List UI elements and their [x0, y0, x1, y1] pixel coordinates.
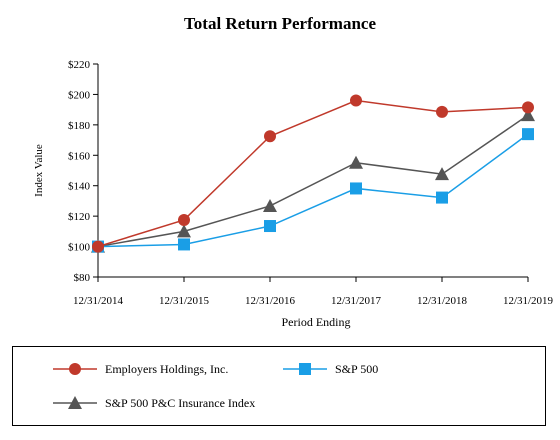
line-chart: $80 $100 $120 $140 $160 $180 $200 $220 12/31/201… [33, 59, 554, 307]
y-tick-label: $140 [68, 181, 91, 193]
data-point-marker [350, 94, 362, 107]
series-line-0 [97, 99, 529, 248]
legend-swatch-employers [53, 363, 97, 375]
legend-item-sp500: S&P 500 [283, 361, 378, 377]
data-point-marker [264, 130, 276, 143]
legend-swatch-sp500 [283, 363, 327, 375]
series-line-2 [97, 114, 529, 248]
y-tick-label: $220 [68, 59, 91, 71]
data-point-marker [264, 220, 276, 233]
data-point-marker [178, 238, 190, 251]
data-point-marker [521, 108, 535, 122]
data-point-marker [178, 213, 190, 226]
legend-label-sp500: S&P 500 [335, 361, 379, 376]
legend-item-employers: Employers Holdings, Inc. [53, 361, 228, 377]
legend-item-pc-insurance: S&P 500 P&C Insurance Index [53, 395, 255, 411]
legend-label-pc-insurance: S&P 500 P&C Insurance Index [105, 395, 256, 410]
y-tick-label: $100 [68, 242, 91, 254]
y-tick-label: $180 [68, 120, 91, 132]
x-tick-label: 12/31/2018 [417, 295, 468, 307]
series-line-1 [97, 133, 529, 248]
data-point-marker [522, 101, 534, 114]
y-axis-label: Index Value [33, 144, 45, 197]
data-point-marker [436, 105, 448, 118]
data-point-marker [435, 167, 449, 181]
chart-title: Total Return Performance [184, 14, 376, 33]
x-tick-label: 12/31/2016 [245, 295, 296, 307]
legend-swatch-pc-insurance [53, 396, 97, 409]
y-tick-label: $80 [74, 272, 91, 284]
x-axis-label: Period Ending [281, 315, 351, 329]
x-tick-label: 12/31/2017 [331, 295, 382, 307]
x-tick-label: 12/31/2019 [503, 295, 554, 307]
x-tick-label: 12/31/2015 [159, 295, 210, 307]
x-tick-label: 12/31/2014 [73, 295, 124, 307]
data-point-marker [522, 128, 534, 141]
y-tick-label: $200 [68, 89, 91, 101]
data-point-marker [350, 182, 362, 195]
legend-label-employers: Employers Holdings, Inc. [105, 361, 229, 376]
legend: Employers Holdings, Inc. S&P 500 S&P 500… [12, 346, 546, 426]
y-tick-label: $120 [68, 211, 91, 223]
data-point-marker [92, 240, 104, 253]
data-point-marker [349, 155, 363, 169]
data-point-marker [263, 198, 277, 212]
data-point-marker [177, 224, 191, 238]
y-tick-label: $160 [68, 150, 91, 162]
data-point-marker [436, 191, 448, 204]
